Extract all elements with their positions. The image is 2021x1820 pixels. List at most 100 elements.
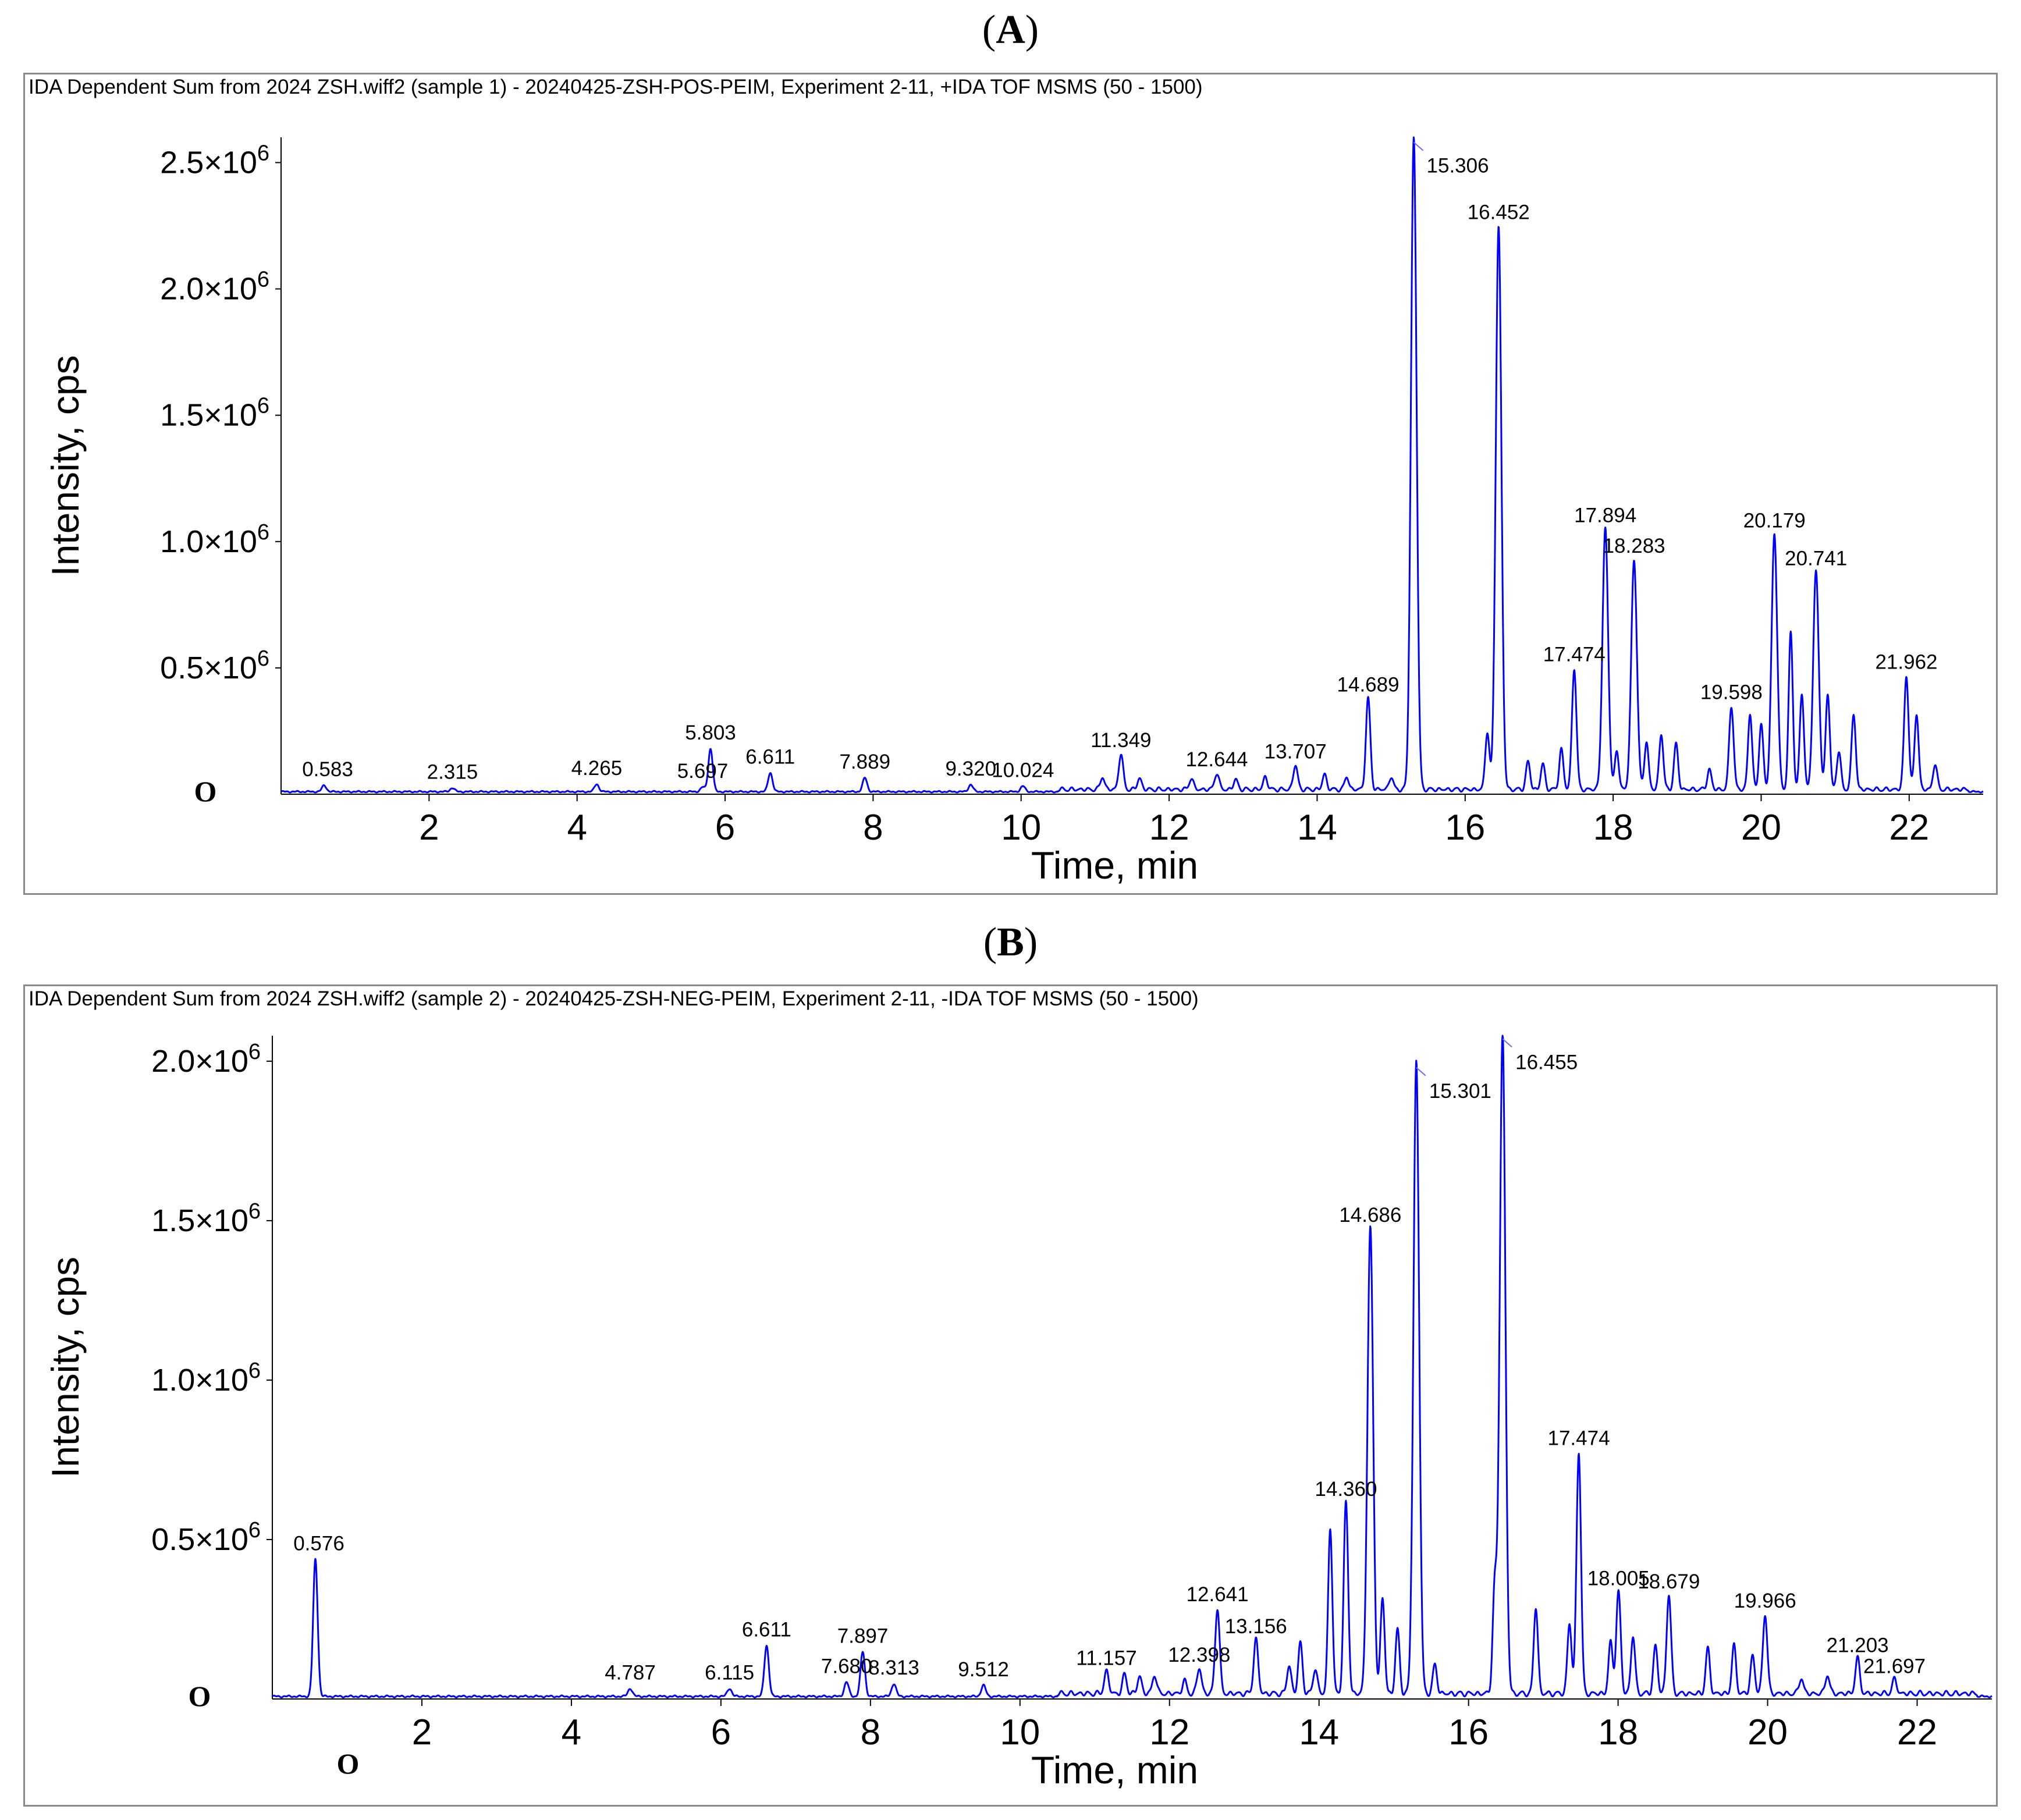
peak-label: 5.803 [685,721,736,744]
chromatogram-trace [272,1035,1992,1698]
x-tick-label: 20 [1747,1712,1788,1753]
y-tick-label: 2.0×106 [151,1040,261,1079]
panel-label-a: (A) [982,8,1039,52]
chart-frame-b: IDA Dependent Sum from 2024 ZSH.wiff2 (s… [23,984,1998,1807]
y-tick-label: 0.5×106 [151,1518,261,1557]
peak-label: 14.360 [1315,1478,1377,1501]
y-tick-exponent: 6 [248,1040,261,1064]
y-tick-exponent: 6 [257,141,269,165]
peak-label: 17.474 [1547,1427,1610,1449]
x-tick-label: 6 [715,808,735,848]
peak-label: 12.641 [1187,1583,1249,1606]
y-tick-mantissa: 2.5 [160,145,204,180]
y-tick-mantissa: 1.5 [151,1203,195,1238]
peak-label: 18.679 [1638,1570,1700,1593]
peak-label: 14.689 [1337,674,1400,696]
y-axis-label: Intensity, cps [44,355,87,576]
x-tick-label: 22 [1889,808,1929,848]
peak-label: 6.611 [745,745,795,768]
y-tick-mantissa: 2.0 [151,1044,195,1079]
peak-label: 18.283 [1603,535,1665,557]
peak-label: 20.179 [1743,509,1806,532]
peak-label: 13.707 [1265,741,1327,763]
y-tick-base: ×10 [204,398,257,433]
x-tick-label: 18 [1598,1712,1638,1753]
x-tick-label: 2 [412,1712,432,1753]
peak-label: 21.697 [1863,1655,1926,1677]
peak-label: 15.306 [1427,155,1489,177]
x-tick-label: 14 [1299,1712,1339,1753]
peak-label: 0.576 [293,1532,344,1555]
x-tick-label: 14 [1297,808,1337,848]
peak-label: 7.897 [837,1625,889,1647]
peak-label: 12.644 [1185,748,1248,771]
peak-label: 2.315 [427,760,478,783]
peak-label: 19.966 [1734,1590,1796,1612]
y-tick-base: ×10 [195,1203,248,1238]
y-tick-exponent: 6 [257,394,269,418]
peak-label: 16.455 [1515,1051,1578,1073]
x-tick-label: 12 [1149,1712,1189,1753]
x-axis-label: Time, min [1031,1748,1198,1791]
peak-label: 17.474 [1543,644,1606,666]
y-tick-base: ×10 [204,524,257,559]
peak-label: 5.697 [677,760,729,783]
chromatogram-b: 2 4 6 8 10 12 14 16 18 20 222.0×1061.5×1061.0×1060… [44,1035,1992,1791]
peak-label: 21.203 [1827,1634,1889,1657]
y-tick-exponent: 6 [257,268,269,292]
y-tick-exponent: 6 [248,1359,261,1383]
peak-leader-line [1416,1067,1426,1076]
peak-label: 13.156 [1225,1615,1287,1638]
peak-label: 15.301 [1429,1080,1491,1103]
y-tick-mantissa: 2.0 [160,272,204,307]
peak-label: 12.398 [1168,1644,1230,1666]
y-tick-base: ×10 [195,1522,248,1557]
peak-label: 11.157 [1076,1647,1136,1670]
y-tick-mantissa: 1.0 [151,1363,195,1398]
y-tick-base: ×10 [204,650,257,685]
y-tick-label: 1.5×106 [160,394,269,433]
peak-label: 16.452 [1468,201,1530,224]
chart-title-a: IDA Dependent Sum from 2024 ZSH.wiff2 (s… [29,76,1203,98]
x-tick-label: 18 [1593,808,1633,848]
y-tick-exponent: 6 [257,646,269,671]
y-tick-label: 2.0×106 [160,268,269,307]
peak-leader-line [1413,141,1424,151]
peak-label: 17.894 [1574,504,1636,527]
peak-label: 11.349 [1091,729,1151,752]
chromatogram-trace [280,136,1984,794]
y-tick-mantissa: 0.5 [151,1522,195,1557]
peak-label: 0.583 [302,758,353,781]
peak-label: 20.741 [1785,548,1847,570]
peak-label: 6.611 [742,1618,791,1641]
y-tick-mantissa: 0.5 [160,650,204,685]
x-tick-label: 20 [1741,808,1781,848]
chart-frame-a: IDA Dependent Sum from 2024 ZSH.wiff2 (s… [23,73,1998,895]
peak-label: 21.962 [1875,651,1937,674]
peak-label: 14.686 [1339,1204,1401,1227]
y-tick-label: 0.5×106 [160,646,269,685]
x-tick-label: 4 [567,808,587,848]
peak-label: 7.680 [821,1655,872,1677]
y-zero-label: O [194,775,217,808]
y-tick-mantissa: 1.0 [160,524,204,559]
peak-label: 6.115 [705,1661,754,1684]
peak-label: 9.320 [945,758,996,780]
x-tick-label: 16 [1445,808,1485,848]
panel-label-b: (B) [983,920,1038,965]
y-tick-label: 1.0×106 [160,520,269,559]
y-tick-label: 1.5×106 [151,1199,261,1238]
y-tick-label: 1.0×106 [151,1359,261,1398]
y-tick-base: ×10 [204,145,257,180]
x-tick-label: 22 [1897,1712,1937,1753]
x-tick-label: 16 [1448,1712,1489,1753]
peak-label: 7.889 [839,751,890,773]
y-tick-exponent: 6 [248,1199,261,1224]
y-tick-base: ×10 [195,1044,248,1079]
y-axis-label: Intensity, cps [44,1257,87,1478]
x-tick-label: 10 [1001,808,1041,848]
x-tick-label: 4 [562,1712,581,1753]
x-tick-label: 2 [419,808,439,848]
y-tick-exponent: 6 [248,1518,261,1542]
x-zero-label: O [337,1747,360,1780]
